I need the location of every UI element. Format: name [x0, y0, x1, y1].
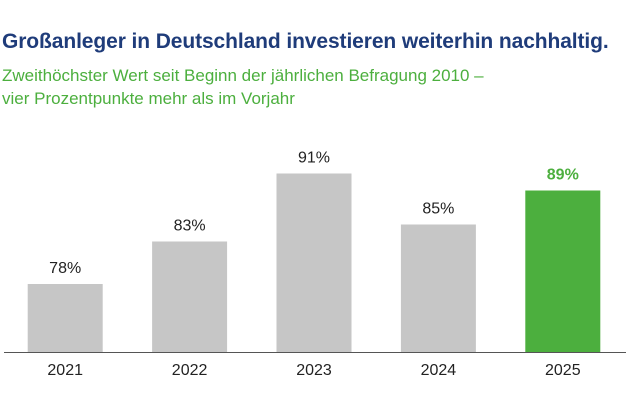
- bar-2023: [276, 173, 352, 352]
- chart-title: Großanleger in Deutschland investieren w…: [2, 30, 609, 53]
- x-tick-label-2024: 2024: [421, 362, 457, 379]
- subtitle-line-1: Zweithöchster Wert seit Beginn der jährl…: [2, 66, 484, 85]
- x-tick-label-2025: 2025: [545, 362, 581, 379]
- data-label-2022: 83%: [174, 218, 206, 235]
- bar-2024: [400, 224, 476, 352]
- data-label-2023: 91%: [298, 150, 330, 167]
- data-label-2024: 85%: [422, 201, 454, 218]
- bar-2022: [152, 241, 228, 352]
- data-label-2021: 78%: [49, 260, 81, 277]
- chart-subtitle: Zweithöchster Wert seit Beginn der jährl…: [2, 64, 484, 110]
- bar-2025: [525, 190, 601, 352]
- x-tick-label-2023: 2023: [296, 362, 332, 379]
- data-label-2025: 89%: [547, 167, 579, 184]
- subtitle-line-2: vier Prozentpunkte mehr als im Vorjahr: [2, 89, 295, 108]
- x-tick-label-2022: 2022: [172, 362, 208, 379]
- bar-2021: [27, 284, 103, 352]
- x-tick-label-2021: 2021: [47, 362, 83, 379]
